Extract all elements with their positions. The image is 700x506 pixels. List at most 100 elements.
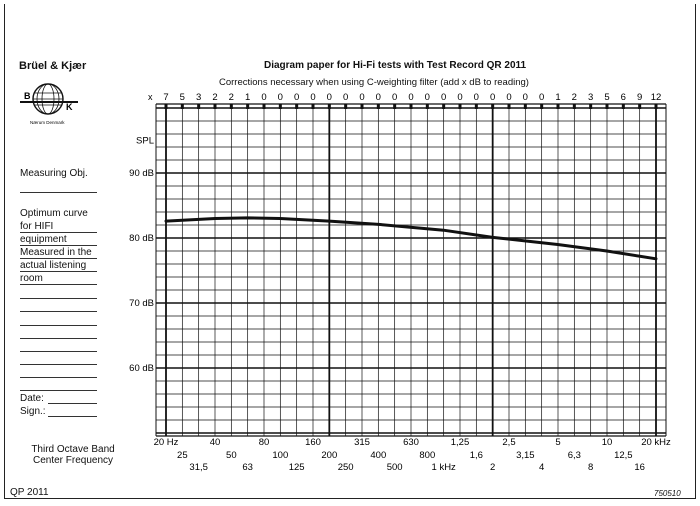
x-tick-label: 125 bbox=[289, 462, 305, 473]
correction-marker bbox=[197, 104, 201, 109]
correction-marker bbox=[246, 104, 250, 109]
correction-marker bbox=[474, 104, 478, 109]
correction-value: 1 bbox=[555, 92, 560, 103]
paper-frame bbox=[4, 4, 696, 499]
sign-label: Sign.: bbox=[20, 406, 46, 417]
x-tick-label: 8 bbox=[588, 462, 593, 473]
x-tick-label: 800 bbox=[419, 450, 435, 461]
correction-value: 0 bbox=[278, 92, 283, 103]
x-tick-label: 1,25 bbox=[451, 437, 470, 448]
correction-marker bbox=[295, 104, 299, 109]
x-tick-label: 2 bbox=[490, 462, 495, 473]
sign-line bbox=[48, 416, 97, 417]
note-line-3: equipment bbox=[20, 234, 67, 245]
correction-value: 3 bbox=[588, 92, 593, 103]
correction-marker bbox=[278, 104, 282, 109]
correction-value: 7 bbox=[163, 92, 168, 103]
correction-value: 0 bbox=[523, 92, 528, 103]
x-tick-label: 630 bbox=[403, 437, 419, 448]
correction-value: 2 bbox=[229, 92, 234, 103]
x-tick-label: 31,5 bbox=[189, 462, 208, 473]
correction-value: 12 bbox=[651, 92, 662, 103]
x-tick-label: 3,15 bbox=[516, 450, 535, 461]
date-line bbox=[48, 403, 97, 404]
x-tick-label: 20 Hz bbox=[154, 437, 179, 448]
correction-value: 0 bbox=[425, 92, 430, 103]
x-tick-label: 25 bbox=[177, 450, 188, 461]
correction-value: 3 bbox=[196, 92, 201, 103]
x-tick-label: 500 bbox=[387, 462, 403, 473]
y-tick-label: 60 dB bbox=[129, 363, 154, 374]
y-tick-label: SPL bbox=[136, 136, 154, 147]
x-tick-label: 20 kHz bbox=[641, 437, 671, 448]
correction-marker bbox=[376, 104, 380, 109]
correction-marker bbox=[605, 104, 609, 109]
correction-marker bbox=[458, 104, 462, 109]
correction-marker bbox=[180, 104, 184, 109]
correction-marker bbox=[229, 104, 233, 109]
note-line-5: actual listening bbox=[20, 260, 87, 271]
form-line bbox=[20, 351, 97, 352]
correction-value: 0 bbox=[261, 92, 266, 103]
correction-value: 0 bbox=[359, 92, 364, 103]
form-code: QP 2011 bbox=[10, 487, 49, 498]
correction-value: 9 bbox=[637, 92, 642, 103]
x-tick-label: 315 bbox=[354, 437, 370, 448]
y-tick-label: 80 dB bbox=[129, 233, 154, 244]
y-tick-label: 90 dB bbox=[129, 168, 154, 179]
correction-marker bbox=[425, 104, 429, 109]
x-tick-label: 16 bbox=[634, 462, 645, 473]
correction-value: 0 bbox=[506, 92, 511, 103]
correction-marker bbox=[507, 104, 511, 109]
correction-value: 0 bbox=[327, 92, 332, 103]
form-line bbox=[20, 271, 97, 272]
chart-subtitle: Corrections necessary when using C-weigh… bbox=[219, 77, 529, 88]
correction-marker bbox=[621, 104, 625, 109]
x-tick-label: 200 bbox=[321, 450, 337, 461]
x-tick-label: 250 bbox=[338, 462, 354, 473]
brand-name: Brüel & Kjær bbox=[19, 60, 87, 72]
x-tick-label: 160 bbox=[305, 437, 321, 448]
correction-marker bbox=[540, 104, 544, 109]
x-tick-label: 2,5 bbox=[502, 437, 515, 448]
correction-value: 5 bbox=[180, 92, 185, 103]
form-line bbox=[20, 298, 97, 299]
correction-marker bbox=[409, 104, 413, 109]
correction-value: 0 bbox=[490, 92, 495, 103]
chart-title: Diagram paper for Hi-Fi tests with Test … bbox=[264, 60, 527, 71]
correction-marker bbox=[262, 104, 266, 109]
correction-marker bbox=[311, 104, 315, 109]
correction-value: 0 bbox=[294, 92, 299, 103]
y-tick-label: 70 dB bbox=[129, 298, 154, 309]
correction-marker bbox=[523, 104, 527, 109]
correction-value: 0 bbox=[392, 92, 397, 103]
drawing-number: 750510 bbox=[654, 489, 681, 498]
x-tick-label: 100 bbox=[272, 450, 288, 461]
form-line bbox=[20, 390, 97, 391]
x-tick-label: 12,5 bbox=[614, 450, 633, 461]
form-line bbox=[20, 284, 97, 285]
x-tick-label: 63 bbox=[242, 462, 253, 473]
correction-marker bbox=[589, 104, 593, 109]
correction-marker bbox=[344, 104, 348, 109]
correction-value: 0 bbox=[343, 92, 348, 103]
note-line-2: for HIFI bbox=[20, 221, 54, 232]
correction-marker bbox=[327, 104, 331, 109]
note-line-6: room bbox=[20, 273, 43, 284]
note-line-1: Optimum curve bbox=[20, 208, 88, 219]
correction-marker bbox=[442, 104, 446, 109]
correction-marker bbox=[164, 104, 168, 109]
x-tick-label: 40 bbox=[210, 437, 221, 448]
correction-marker bbox=[638, 104, 642, 109]
correction-value: 1 bbox=[245, 92, 250, 103]
form-line bbox=[20, 232, 97, 233]
form-line bbox=[20, 338, 97, 339]
x-tick-label: 1 kHz bbox=[432, 462, 457, 473]
form-line bbox=[20, 192, 97, 193]
correction-value: 0 bbox=[408, 92, 413, 103]
correction-value: 0 bbox=[539, 92, 544, 103]
x-tick-label: 10 bbox=[602, 437, 613, 448]
form-line bbox=[20, 325, 97, 326]
correction-marker bbox=[213, 104, 217, 109]
form-line bbox=[20, 311, 97, 312]
